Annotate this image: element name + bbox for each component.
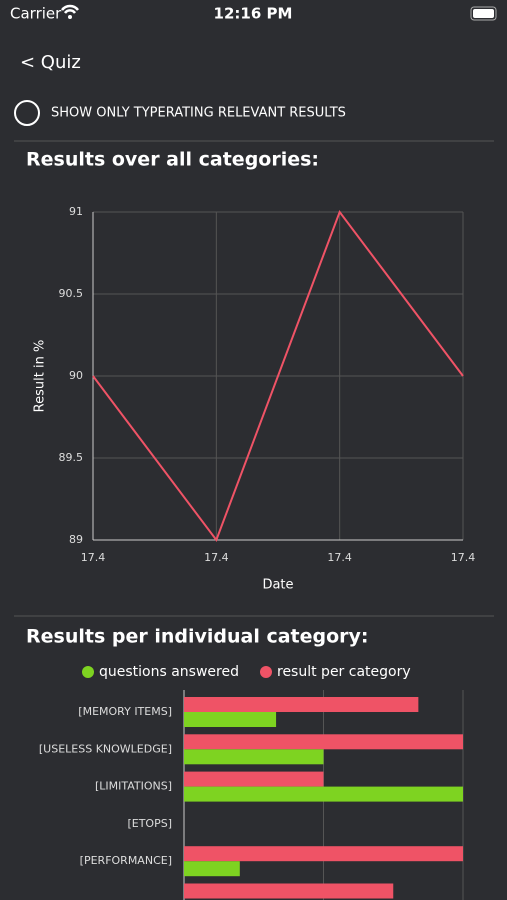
- legend-swatch: [260, 666, 272, 678]
- clock: 12:16 PM: [214, 5, 293, 23]
- chart-title: Results per individual category:: [26, 626, 369, 648]
- y-tick-label: [ETOPS]: [127, 817, 172, 830]
- y-tick-label: [PERFORMANCE]: [80, 854, 172, 867]
- toggle-circle[interactable]: [14, 100, 40, 126]
- bar: [184, 697, 419, 712]
- y-tick-label: 90: [69, 369, 83, 382]
- x-axis-label: Date: [262, 578, 293, 593]
- y-tick-label: 89: [69, 533, 83, 546]
- x-tick-label: 17.4: [204, 551, 229, 564]
- legend-swatch: [82, 666, 94, 678]
- wifi-icon: [61, 4, 79, 14]
- back-button[interactable]: < Quiz: [20, 52, 81, 73]
- bar: [184, 786, 463, 802]
- y-tick-label: [USELESS KNOWLEDGE]: [39, 742, 172, 755]
- line-series: [92, 209, 464, 543]
- legend-label: questions answered: [99, 664, 239, 680]
- x-tick-label: 17.4: [81, 551, 106, 564]
- y-tick-label: 89.5: [59, 451, 84, 464]
- battery: [470, 6, 497, 21]
- y-tick-label: [MEMORY ITEMS]: [78, 705, 172, 718]
- y-axis-label: Result in %: [33, 340, 48, 413]
- bar: [184, 771, 324, 787]
- bar: [184, 846, 463, 862]
- bar: [184, 734, 463, 750]
- bar: [184, 861, 240, 877]
- toggle-label[interactable]: SHOW ONLY TYPERATING RELEVANT RESULTS: [51, 106, 346, 121]
- chart-title: Results over all categories:: [26, 149, 319, 171]
- y-tick-label: 90.5: [59, 287, 84, 300]
- x-tick-label: 17.4: [327, 551, 352, 564]
- y-tick-label: [LIMITATIONS]: [95, 780, 172, 793]
- carrier: Carrier: [10, 5, 62, 23]
- bar: [184, 883, 394, 899]
- x-tick-label: 17.4: [451, 551, 476, 564]
- battery-level: [473, 9, 494, 18]
- y-tick-label: 91: [69, 205, 83, 218]
- legend-label: result per category: [277, 664, 411, 680]
- bar: [184, 712, 277, 727]
- wifi-dot: [68, 15, 72, 19]
- bar: [184, 749, 324, 765]
